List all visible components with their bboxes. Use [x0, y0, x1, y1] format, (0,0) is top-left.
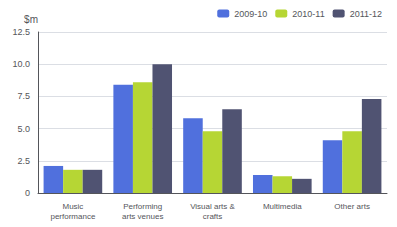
svg-text:2011-12: 2011-12 — [350, 9, 382, 19]
svg-text:7.5: 7.5 — [17, 91, 30, 101]
svg-text:Other arts: Other arts — [334, 202, 370, 211]
svg-text:Visual arts &: Visual arts & — [190, 202, 235, 211]
svg-text:Multimedia: Multimedia — [263, 202, 302, 211]
svg-text:$m: $m — [24, 14, 38, 25]
svg-text:performance: performance — [50, 212, 95, 221]
svg-text:2010-11: 2010-11 — [292, 9, 324, 19]
svg-text:crafts: crafts — [203, 212, 223, 221]
svg-text:Performing: Performing — [123, 202, 162, 211]
svg-text:10.0: 10.0 — [12, 59, 30, 69]
svg-text:12.5: 12.5 — [12, 27, 30, 37]
svg-text:2009-10: 2009-10 — [234, 9, 267, 19]
svg-text:0: 0 — [25, 188, 30, 198]
svg-text:Music: Music — [62, 202, 83, 211]
svg-text:arts venues: arts venues — [122, 212, 163, 221]
svg-text:5.0: 5.0 — [17, 124, 30, 134]
svg-text:2.5: 2.5 — [17, 156, 30, 166]
